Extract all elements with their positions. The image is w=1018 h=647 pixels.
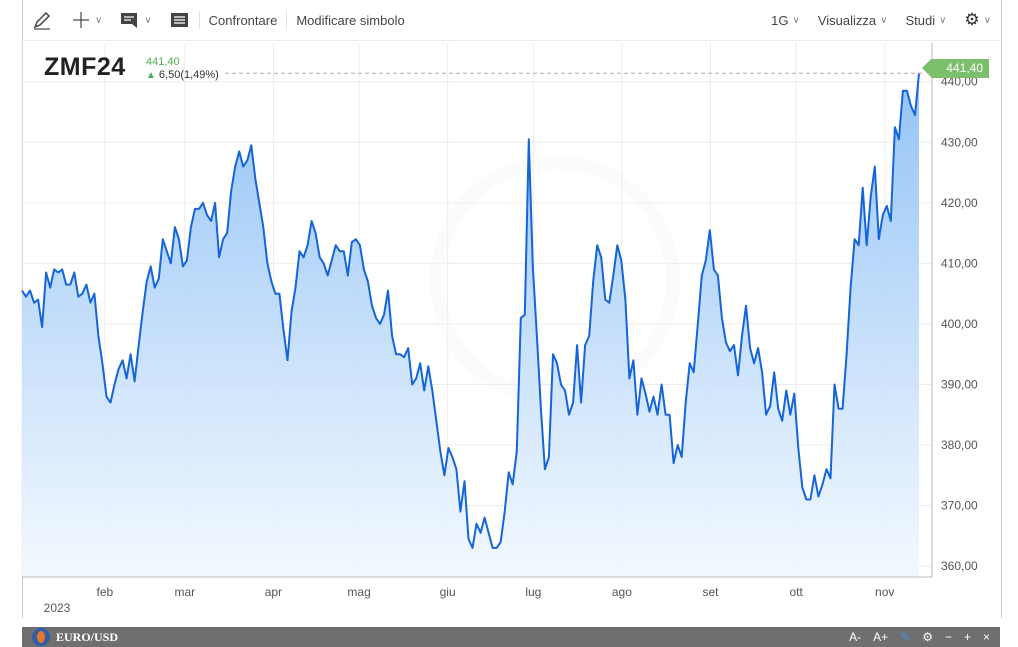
chevron-down-icon: ∨: [983, 14, 991, 26]
chevron-down-icon: ∨: [95, 14, 103, 26]
crosshair-icon: [73, 12, 89, 28]
font-smaller-button[interactable]: A-: [849, 630, 862, 644]
font-larger-button[interactable]: A+: [873, 630, 889, 644]
pencil-icon[interactable]: ✎: [900, 630, 911, 644]
view-label: Visualizza: [817, 12, 877, 28]
chevron-down-icon: ∨: [792, 14, 800, 26]
x-tick-label: lug: [525, 585, 541, 599]
y-tick-label: 430,00: [941, 135, 978, 149]
x-tick-label: giu: [440, 585, 456, 599]
crosshair-button[interactable]: ∨: [62, 0, 111, 40]
y-tick-label: 400,00: [941, 317, 978, 331]
x-tick-label: feb: [97, 585, 114, 599]
chevron-down-icon: ∨: [939, 14, 947, 26]
draw-tool-button[interactable]: [22, 0, 62, 40]
toolbar-divider: [198, 11, 200, 29]
x-tick-label: ago: [612, 585, 632, 599]
price-change: ▲ 6,50(1,49%): [146, 69, 219, 81]
y-tick-label: 390,00: [941, 377, 978, 391]
gear-icon[interactable]: ⚙: [922, 630, 933, 644]
price-area: [22, 73, 919, 578]
y-tick-label: 360,00: [941, 559, 978, 573]
price-chart[interactable]: 360,00 370,00 380,00 390,00 400,00 410,00 420,…: [0, 0, 1018, 627]
price-change-value: 6,50(1,49%): [158, 69, 219, 81]
add-button[interactable]: +: [963, 630, 971, 644]
chart-toolbar: ∨ ∨ Confrontare Modificare simbolo 1G ∨ …: [22, 0, 1000, 41]
interval-label: 1G: [771, 12, 789, 28]
price-line: [21, 73, 920, 549]
news-button[interactable]: [161, 0, 199, 40]
view-dropdown[interactable]: Visualizza ∨: [809, 0, 897, 40]
x-tick-label: apr: [265, 585, 282, 599]
x-tick-label: set: [702, 585, 719, 599]
year-label: 2023: [44, 601, 71, 615]
last-price: 441,40: [146, 56, 180, 68]
bottom-panel-title: EURO/USD: [56, 629, 119, 644]
annotation-button[interactable]: ∨: [111, 0, 160, 40]
x-tick-label: nov: [875, 585, 894, 599]
x-axis-labels: feb mar apr mag giu lug ago set ott nov 2023: [44, 585, 895, 615]
modify-symbol-button[interactable]: Modificare simbolo: [296, 12, 405, 28]
y-tick-label: 440,00: [941, 75, 978, 89]
studies-dropdown[interactable]: Studi ∨: [896, 0, 955, 40]
y-tick-label: 380,00: [941, 438, 978, 452]
logo-icon: [32, 628, 50, 646]
comment-icon: [121, 13, 138, 28]
bottom-panel-bar: EURO/USD A- A+ ✎ ⚙ − + ×: [22, 627, 1000, 647]
x-tick-label: ott: [789, 585, 803, 599]
compare-button[interactable]: Confrontare: [208, 12, 278, 28]
gear-icon: ⚙: [964, 10, 980, 29]
studies-label: Studi: [905, 12, 936, 28]
y-tick-label: 370,00: [941, 499, 978, 513]
y-axis-labels: 360,00 370,00 380,00 390,00 400,00 410,00 420,…: [941, 75, 978, 573]
minimize-button[interactable]: −: [944, 630, 952, 644]
toolbar-divider: [286, 11, 288, 29]
y-tick-label: 410,00: [941, 256, 978, 270]
chevron-down-icon: ∨: [880, 14, 888, 26]
newspaper-icon: [170, 13, 188, 27]
chevron-down-icon: ∨: [144, 14, 152, 26]
pencil-icon: [33, 11, 51, 30]
x-tick-label: mar: [174, 585, 195, 599]
close-button[interactable]: ×: [982, 630, 990, 644]
arrow-up-icon: ▲: [146, 69, 156, 81]
interval-dropdown[interactable]: 1G ∨: [762, 0, 809, 40]
x-tick-label: mag: [347, 585, 370, 599]
settings-dropdown[interactable]: ⚙ ∨: [955, 0, 1000, 40]
price-tag: 441,40: [922, 59, 989, 78]
y-tick-label: 420,00: [941, 196, 978, 210]
symbol-ticker: ZMF24: [44, 53, 126, 81]
